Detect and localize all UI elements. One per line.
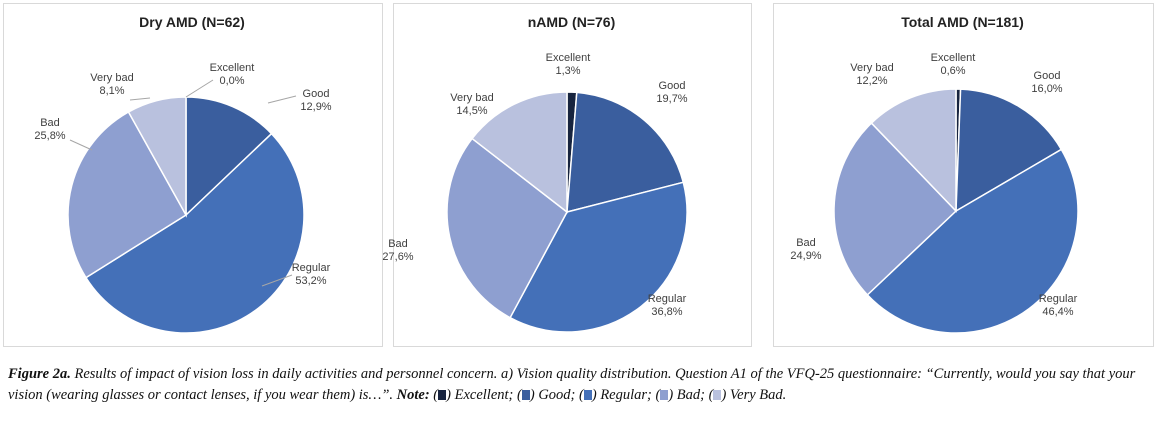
slice-value: 12,9%	[300, 101, 332, 113]
slice-label: Very bad 8,1%	[90, 72, 133, 98]
slice-category: Very bad	[450, 92, 494, 104]
pie-slice-regular	[84, 132, 305, 334]
pie-charts	[67, 79, 1079, 334]
slice-label: Regular 53,2%	[292, 262, 331, 288]
pie-slice-bad	[67, 110, 188, 279]
legend-excellent: Excellent;	[450, 387, 517, 403]
legend-regular: Regular;	[596, 387, 656, 403]
slice-label: Good 16,0%	[1031, 70, 1062, 96]
slice-label: Good 19,7%	[656, 80, 687, 106]
legend-swatch-regular	[583, 390, 592, 400]
pie-slice-bad	[833, 121, 958, 296]
pie-slice-regular	[866, 148, 1079, 334]
legend-swatch-excellent	[438, 390, 447, 400]
leader-line	[267, 95, 297, 104]
slice-category: Very bad	[90, 72, 134, 84]
slice-label: Regular 46,4%	[1039, 293, 1078, 319]
slice-category: Bad	[388, 238, 408, 250]
slice-category: Regular	[647, 293, 687, 305]
slice-category: Regular	[1038, 293, 1078, 305]
pie-slice-bad	[446, 137, 568, 319]
slice-label: Very bad 12,2%	[850, 62, 893, 88]
slice-label: Excellent 0,6%	[931, 52, 976, 78]
legend-very-bad: Very Bad.	[726, 387, 787, 403]
slice-category: Excellent	[545, 52, 591, 64]
leader-line	[129, 97, 151, 101]
pie-slice-good	[185, 96, 273, 217]
slice-label: Excellent 0,0%	[210, 62, 255, 88]
figure-caption: Figure 2a. Results of impact of vision l…	[8, 366, 1136, 403]
slice-label: Bad 25,8%	[34, 117, 65, 143]
slice-category: Excellent	[209, 62, 255, 74]
slice-value: 27,6%	[382, 251, 414, 263]
slice-category: Very bad	[850, 62, 894, 74]
slice-value: 46,4%	[1042, 306, 1074, 318]
legend-swatch-very-bad	[713, 390, 722, 400]
chart-title: nAMD (N=76)	[527, 14, 616, 30]
slice-value: 1,3%	[555, 65, 581, 77]
slice-value: 0,0%	[219, 75, 245, 87]
pie-slice-good	[566, 91, 685, 213]
slice-value: 19,7%	[656, 93, 688, 105]
slice-label: Excellent 1,3%	[546, 52, 591, 78]
caption-note: Note:	[396, 387, 430, 403]
slice-value: 25,8%	[34, 130, 66, 142]
legend-swatch-bad	[660, 390, 669, 400]
leader-line	[185, 79, 214, 98]
caption-figure-number: Figure 2a.	[8, 366, 71, 382]
legend-good: Good;	[534, 387, 579, 403]
pie-slice-very-bad	[870, 88, 957, 213]
slice-value: 0,6%	[940, 65, 966, 77]
pie-slice-very-bad	[127, 96, 187, 218]
legend-bad: Bad;	[673, 387, 709, 403]
caption-text: Results of impact of vision loss in dail…	[8, 366, 1136, 403]
slice-label: Very bad 14,5%	[450, 92, 493, 118]
chart-title: Dry AMD (N=62)	[139, 14, 245, 30]
slice-value: 16,0%	[1031, 83, 1063, 95]
slice-value: 12,2%	[856, 75, 888, 87]
slice-value: 8,1%	[99, 85, 125, 97]
slice-value: 14,5%	[456, 105, 488, 117]
slice-value: 24,9%	[790, 250, 822, 262]
leader-line	[69, 139, 93, 151]
slice-label: Bad 24,9%	[790, 237, 821, 263]
pie-slice-very-bad	[471, 91, 568, 214]
slice-label: Regular 36,8%	[648, 293, 687, 319]
slice-label: Good 12,9%	[300, 88, 331, 114]
pie-slice-regular	[509, 181, 688, 333]
slice-value: 53,2%	[295, 275, 327, 287]
chart-title: Total AMD (N=181)	[901, 14, 1024, 30]
slice-category: Good	[302, 88, 330, 100]
slice-category: Regular	[291, 262, 331, 274]
slice-label: Bad 27,6%	[382, 238, 413, 264]
leader-line	[261, 274, 293, 287]
slice-category: Excellent	[930, 52, 976, 64]
pie-slice-good	[955, 88, 1063, 213]
legend-swatch-good	[521, 390, 530, 400]
slice-category: Good	[1033, 70, 1061, 82]
slice-category: Bad	[40, 117, 60, 129]
slice-category: Bad	[796, 237, 816, 249]
slice-category: Good	[658, 80, 686, 92]
slice-value: 36,8%	[651, 306, 683, 318]
